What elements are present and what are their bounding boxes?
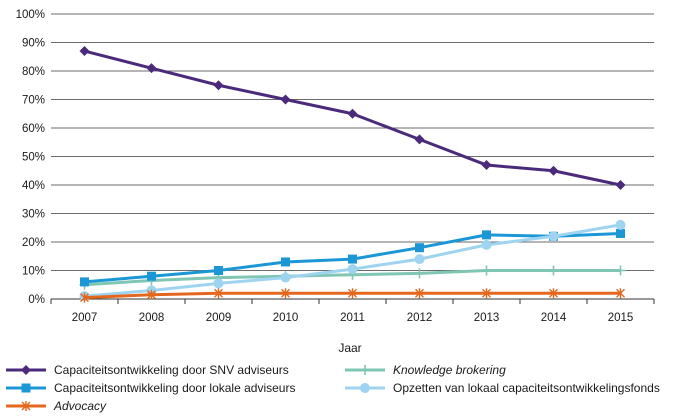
legend-item: Advocacy: [6, 399, 107, 413]
gridlines: [50, 13, 654, 304]
legend-label: Capaciteitsontwikkeling door SNV adviseu…: [54, 363, 289, 377]
legend-item: Knowledge brokering: [345, 363, 506, 377]
data-point: [481, 160, 492, 171]
legend-item: Capaciteitsontwikkeling door SNV adviseu…: [6, 363, 289, 377]
x-tick-label: 2009: [206, 312, 232, 324]
legend-label: Advocacy: [53, 399, 107, 413]
data-point: [347, 108, 358, 119]
data-point: [616, 228, 625, 238]
data-point: [347, 264, 358, 275]
data-point: [481, 239, 492, 250]
x-tick-label: 2015: [608, 312, 634, 324]
data-point: [482, 288, 491, 299]
data-point: [214, 288, 223, 299]
data-point: [146, 63, 157, 74]
x-tick-label: 2014: [541, 312, 567, 324]
legend-label: Capaciteitsontwikkeling door lokale advi…: [54, 381, 295, 395]
y-tick-label: 80%: [22, 66, 45, 78]
data-point: [147, 289, 156, 300]
y-tick-label: 20%: [22, 237, 45, 249]
legend-marker: [21, 401, 31, 411]
data-point: [414, 268, 425, 279]
data-point: [147, 271, 156, 281]
data-point: [481, 265, 492, 276]
legend-marker: [21, 383, 31, 393]
y-tick-label: 70%: [22, 95, 45, 107]
data-point: [281, 257, 290, 267]
data-point: [281, 288, 290, 299]
legend-label: Knowledge brokering: [393, 363, 506, 377]
data-point: [415, 288, 424, 299]
x-tick-label: 2011: [340, 312, 365, 324]
y-tick-label: 90%: [22, 38, 45, 50]
data-point: [348, 254, 357, 264]
data-point: [482, 230, 491, 240]
y-tick-label: 0%: [28, 294, 45, 306]
data-point: [213, 80, 224, 91]
data-point: [548, 265, 559, 276]
y-tick-label: 100%: [16, 9, 45, 21]
data-point: [280, 272, 291, 283]
data-point: [615, 219, 626, 230]
series-1: [79, 46, 626, 190]
x-tick-label: 2012: [407, 312, 433, 324]
series-4: [79, 219, 626, 302]
data-point: [214, 266, 223, 275]
data-point: [616, 288, 625, 299]
legend: Capaciteitsontwikkeling door SNV adviseu…: [6, 363, 660, 413]
legend-label: Opzetten van lokaal capaciteitsontwikkel…: [393, 381, 660, 395]
data-point: [615, 265, 626, 276]
data-point: [615, 180, 626, 190]
data-point: [415, 243, 424, 253]
y-tick-label: 50%: [22, 152, 45, 164]
data-point: [80, 277, 89, 287]
data-point: [80, 292, 89, 303]
y-tick-label: 40%: [22, 180, 45, 192]
data-point: [79, 46, 90, 57]
x-tick-label: 2008: [139, 312, 165, 324]
data-point: [280, 94, 291, 105]
legend-item: Opzetten van lokaal capaciteitsontwikkel…: [345, 381, 660, 395]
data-point: [213, 278, 224, 289]
legend-marker: [360, 383, 370, 393]
data-point: [348, 288, 357, 299]
y-tick-label: 60%: [22, 123, 45, 135]
y-tick-label: 30%: [22, 209, 45, 221]
x-tick-label: 2013: [474, 312, 500, 324]
y-axis-ticks: 0% 10% 20% 30% 40% 50% 60% 70% 80% 90% 100%: [16, 9, 45, 306]
legend-marker: [21, 365, 31, 375]
series-5: [80, 288, 625, 303]
series-lines: [79, 46, 626, 303]
data-point: [414, 134, 425, 145]
legend-marker: [360, 365, 370, 375]
x-axis-title: Jaar: [338, 341, 361, 355]
x-tick-label: 2010: [273, 312, 299, 324]
data-point: [548, 231, 559, 242]
data-point: [414, 254, 425, 265]
data-point: [548, 165, 559, 176]
data-point: [549, 288, 558, 299]
y-tick-label: 10%: [22, 266, 45, 278]
x-axis-ticks: 2007 2008 2009 2010 2011 2012 2013 2014 2015: [72, 299, 655, 324]
x-tick-label: 2007: [72, 312, 98, 324]
legend-item: Capaciteitsontwikkeling door lokale advi…: [6, 381, 295, 395]
